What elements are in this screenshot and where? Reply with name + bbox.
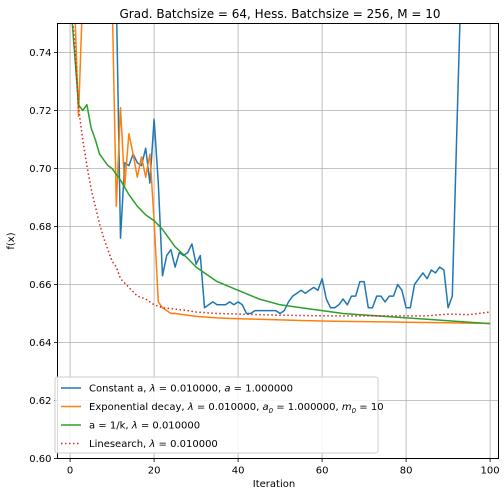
legend-label-3: a = 1/k, λ = 0.010000 [89, 421, 200, 432]
y-tick-label: 0.66 [29, 280, 51, 291]
y-tick-label: 0.72 [29, 106, 51, 117]
series-line-3 [71, 23, 491, 325]
y-tick-label: 0.68 [29, 222, 51, 233]
y-tick-label: 0.70 [29, 164, 51, 175]
chart-title: Grad. Batchsize = 64, Hess. Batchsize = … [120, 7, 441, 21]
legend: Constant a, λ = 0.010000, a = 1.000000 Ex… [54, 376, 384, 454]
y-tick-label: 0.62 [29, 396, 51, 407]
legend-label-1: Constant a, λ = 0.010000, a = 1.000000 [89, 384, 293, 395]
x-tick-label: 20 [148, 466, 161, 477]
plot-frame [57, 23, 499, 459]
x-axis-label: Iteration [253, 479, 295, 490]
x-tick-label: 40 [232, 466, 245, 477]
y-tick-label: 0.64 [29, 338, 51, 349]
series-line-1 [116, 23, 461, 315]
y-tick-label: 0.60 [29, 454, 51, 465]
x-tick-label: 0 [67, 466, 73, 477]
legend-box [54, 376, 379, 454]
x-tick-label: 100 [481, 466, 500, 477]
x-tick-label: 60 [316, 466, 329, 477]
y-axis-label: f(x) [6, 232, 17, 249]
series-line-2 [74, 23, 491, 325]
y-tick-label: 0.74 [29, 48, 51, 59]
legend-label-2: Exponential decay, λ = 0.010000, a0​ = 1… [89, 402, 384, 415]
x-tick-label: 80 [400, 466, 413, 477]
legend-label-4: Linesearch, λ = 0.010000 [89, 439, 218, 450]
